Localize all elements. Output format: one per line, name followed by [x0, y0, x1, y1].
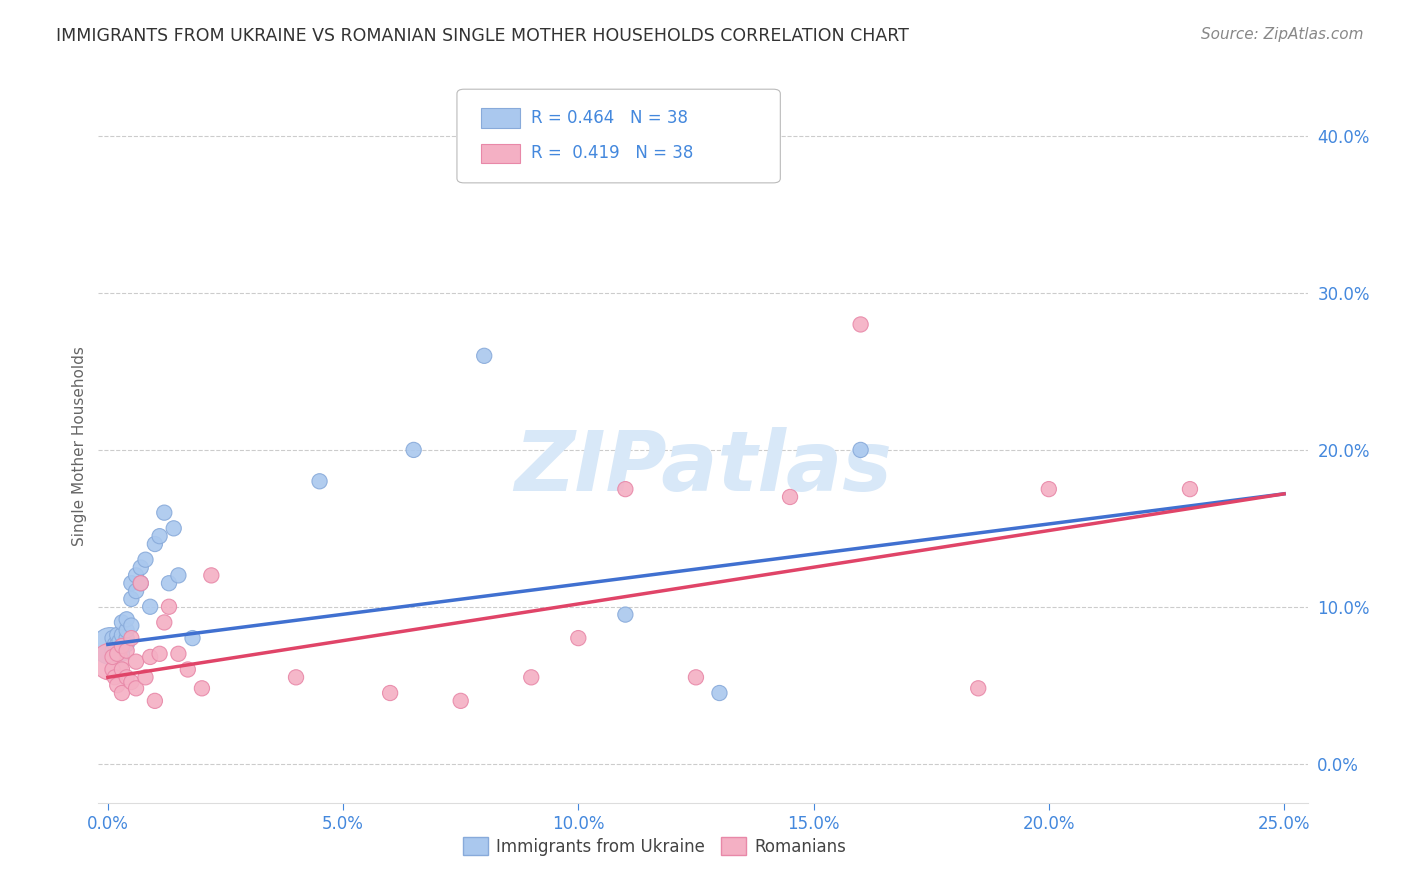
- Point: [163, 521, 186, 535]
- Point: [111, 628, 134, 642]
- Point: [308, 475, 330, 489]
- Point: [149, 647, 172, 661]
- Point: [115, 631, 138, 645]
- Point: [105, 637, 128, 651]
- Point: [1178, 482, 1201, 496]
- Point: [111, 686, 134, 700]
- Point: [98, 639, 121, 653]
- Point: [111, 639, 134, 653]
- Point: [101, 631, 124, 645]
- Y-axis label: Single Mother Households: Single Mother Households: [72, 346, 87, 546]
- Point: [134, 670, 156, 684]
- Point: [143, 694, 166, 708]
- Point: [153, 615, 176, 630]
- Point: [111, 663, 134, 677]
- Point: [614, 607, 637, 622]
- Point: [849, 318, 872, 332]
- Point: [779, 490, 801, 504]
- Point: [111, 615, 134, 630]
- Point: [115, 637, 138, 651]
- Point: [378, 686, 401, 700]
- Point: [181, 631, 204, 645]
- Point: [101, 663, 124, 677]
- Point: [200, 568, 222, 582]
- Point: [191, 681, 214, 696]
- Point: [285, 670, 308, 684]
- Text: ZIPatlas: ZIPatlas: [515, 427, 891, 508]
- Text: Source: ZipAtlas.com: Source: ZipAtlas.com: [1201, 27, 1364, 42]
- Text: R =  0.419   N = 38: R = 0.419 N = 38: [531, 145, 693, 162]
- Point: [167, 568, 190, 582]
- Point: [101, 643, 124, 657]
- Point: [125, 568, 148, 582]
- Point: [98, 655, 121, 669]
- Point: [111, 639, 134, 653]
- Point: [105, 628, 128, 642]
- Point: [105, 647, 128, 661]
- Point: [115, 670, 138, 684]
- Point: [472, 349, 495, 363]
- Point: [157, 576, 180, 591]
- Point: [167, 647, 190, 661]
- Point: [129, 560, 152, 574]
- Point: [520, 670, 543, 684]
- Point: [177, 663, 200, 677]
- Point: [105, 649, 128, 664]
- Point: [153, 506, 176, 520]
- Point: [120, 618, 142, 632]
- Legend: Immigrants from Ukraine, Romanians: Immigrants from Ukraine, Romanians: [456, 830, 853, 863]
- Point: [614, 482, 637, 496]
- Point: [685, 670, 707, 684]
- Point: [849, 442, 872, 457]
- Point: [115, 612, 138, 626]
- Point: [115, 624, 138, 638]
- Point: [104, 670, 127, 684]
- Point: [139, 649, 162, 664]
- Text: R = 0.464   N = 38: R = 0.464 N = 38: [531, 109, 689, 127]
- Point: [125, 655, 148, 669]
- Point: [129, 576, 152, 591]
- Point: [125, 584, 148, 599]
- Point: [567, 631, 589, 645]
- Point: [139, 599, 162, 614]
- Point: [120, 631, 142, 645]
- Point: [111, 647, 134, 661]
- Point: [157, 599, 180, 614]
- Point: [143, 537, 166, 551]
- Point: [120, 675, 142, 690]
- Point: [967, 681, 990, 696]
- Point: [709, 686, 731, 700]
- Point: [120, 576, 142, 591]
- Point: [1038, 482, 1060, 496]
- Point: [450, 694, 472, 708]
- Point: [134, 552, 156, 566]
- Point: [101, 649, 124, 664]
- Point: [149, 529, 172, 543]
- Text: IMMIGRANTS FROM UKRAINE VS ROMANIAN SINGLE MOTHER HOUSEHOLDS CORRELATION CHART: IMMIGRANTS FROM UKRAINE VS ROMANIAN SING…: [56, 27, 910, 45]
- Point: [105, 678, 128, 692]
- Point: [104, 637, 127, 651]
- Point: [120, 591, 142, 606]
- Point: [125, 681, 148, 696]
- Point: [115, 643, 138, 657]
- Point: [129, 576, 152, 591]
- Point: [108, 634, 131, 648]
- Point: [402, 442, 425, 457]
